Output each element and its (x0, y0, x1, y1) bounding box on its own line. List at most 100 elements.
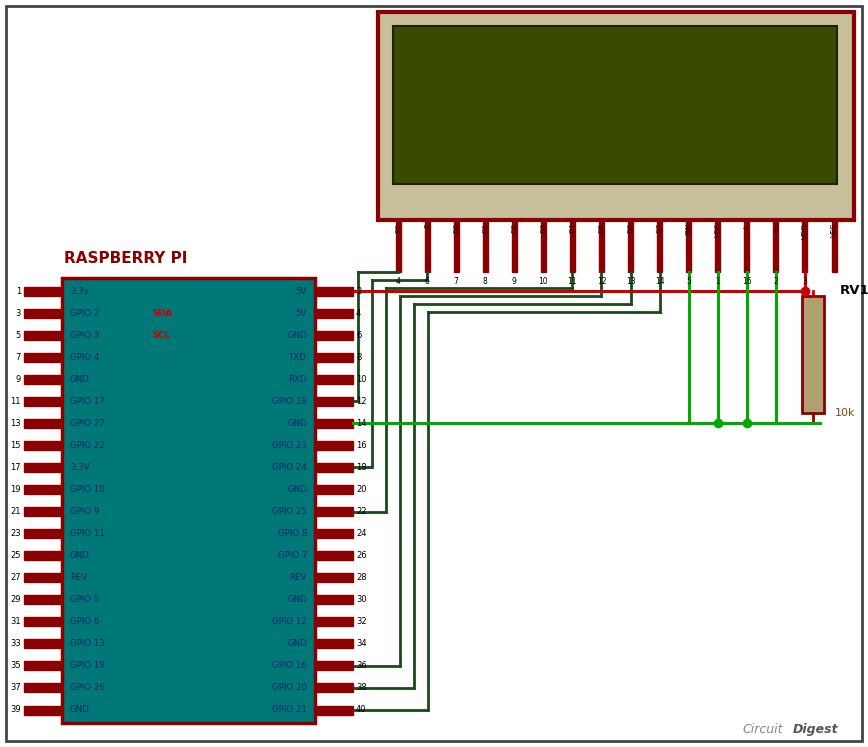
Text: GPIO 6: GPIO 6 (70, 617, 99, 626)
Text: 20: 20 (356, 485, 366, 494)
Text: 8: 8 (356, 353, 361, 362)
Bar (315, 639, 353, 648)
Text: VDD: VDD (802, 223, 808, 239)
Bar (24, 419, 62, 428)
Text: REV: REV (70, 573, 88, 582)
Text: GPIO 11: GPIO 11 (70, 529, 105, 538)
Text: 22: 22 (356, 507, 366, 516)
Bar (315, 507, 353, 516)
Bar (315, 419, 353, 428)
Bar (315, 661, 353, 670)
Text: VSS: VSS (714, 223, 720, 238)
Text: 9: 9 (16, 375, 21, 384)
Bar (315, 595, 353, 604)
Bar (715, 220, 720, 272)
Text: RW: RW (686, 223, 692, 235)
Bar (315, 375, 353, 384)
Text: 14: 14 (356, 419, 366, 428)
Bar (24, 661, 62, 670)
Text: GPIO 20: GPIO 20 (273, 684, 307, 692)
Bar (483, 220, 488, 272)
Text: GPIO 9: GPIO 9 (70, 507, 99, 516)
Text: GPIO 16: GPIO 16 (273, 661, 307, 670)
Bar (24, 309, 62, 317)
Text: 10: 10 (356, 375, 366, 384)
Text: 3: 3 (16, 309, 21, 317)
Text: GPIO 4: GPIO 4 (70, 353, 99, 362)
Bar (744, 220, 749, 272)
Text: 28: 28 (356, 573, 366, 582)
Text: GND: GND (70, 375, 90, 384)
Bar (802, 296, 824, 413)
Bar (396, 220, 400, 272)
Bar (315, 287, 353, 296)
Text: D1: D1 (483, 223, 488, 233)
Text: 1: 1 (715, 277, 720, 286)
Text: GPIO 2: GPIO 2 (70, 309, 99, 317)
Text: RXD: RXD (288, 375, 307, 384)
Bar (24, 573, 62, 582)
Bar (424, 220, 430, 272)
Bar (24, 463, 62, 472)
Text: D7: D7 (656, 223, 662, 233)
Text: D6: D6 (628, 223, 634, 233)
Text: 31: 31 (10, 617, 21, 626)
Text: GPIO 26: GPIO 26 (70, 684, 105, 692)
Text: 3.3V: 3.3V (70, 463, 89, 472)
Text: RASPBERRY PI: RASPBERRY PI (64, 251, 187, 266)
Text: GPIO 5: GPIO 5 (70, 595, 99, 604)
Text: 25: 25 (10, 551, 21, 560)
Text: GND: GND (287, 595, 307, 604)
Text: 13: 13 (626, 277, 635, 286)
Text: +L: +L (773, 223, 779, 233)
Text: 34: 34 (356, 639, 366, 648)
Text: GPIO 7: GPIO 7 (278, 551, 307, 560)
Bar (378, 12, 854, 220)
Bar (24, 331, 62, 340)
Text: 4: 4 (396, 277, 400, 286)
Text: 5: 5 (16, 331, 21, 340)
Bar (24, 441, 62, 450)
Text: SDA: SDA (152, 309, 172, 317)
Text: 3.3v: 3.3v (70, 287, 89, 296)
Text: 32: 32 (356, 617, 366, 626)
Bar (24, 529, 62, 538)
Bar (315, 529, 353, 538)
Bar (24, 684, 62, 692)
Bar (24, 353, 62, 362)
Text: D0: D0 (453, 223, 459, 233)
Text: D4: D4 (569, 223, 575, 233)
Text: 6: 6 (424, 277, 430, 286)
Text: 5V: 5V (296, 309, 307, 317)
Bar (687, 220, 691, 272)
Bar (315, 551, 353, 560)
Text: 17: 17 (10, 463, 21, 472)
Bar (454, 220, 458, 272)
Text: 1: 1 (16, 287, 21, 296)
Text: 38: 38 (356, 684, 367, 692)
Text: 29: 29 (10, 595, 21, 604)
Text: 3: 3 (803, 277, 807, 286)
Text: 26: 26 (356, 551, 366, 560)
Text: 16: 16 (356, 441, 366, 450)
Bar (773, 220, 779, 272)
Bar (62, 278, 315, 723)
Text: GPIO 3: GPIO 3 (70, 331, 99, 340)
Bar (24, 617, 62, 626)
Text: 36: 36 (356, 661, 367, 670)
Bar (393, 26, 837, 184)
Text: 12: 12 (596, 277, 606, 286)
Text: 7: 7 (16, 353, 21, 362)
Text: GPIO 22: GPIO 22 (70, 441, 105, 450)
Text: 12: 12 (356, 397, 366, 406)
Text: 35: 35 (10, 661, 21, 670)
Text: 5: 5 (687, 277, 691, 286)
Text: 30: 30 (356, 595, 366, 604)
Text: 24: 24 (356, 529, 366, 538)
Text: 19: 19 (10, 485, 21, 494)
Text: SCL: SCL (152, 331, 170, 340)
Text: D3: D3 (541, 223, 546, 233)
Bar (315, 309, 353, 317)
Text: 33: 33 (10, 639, 21, 648)
Bar (802, 220, 807, 272)
